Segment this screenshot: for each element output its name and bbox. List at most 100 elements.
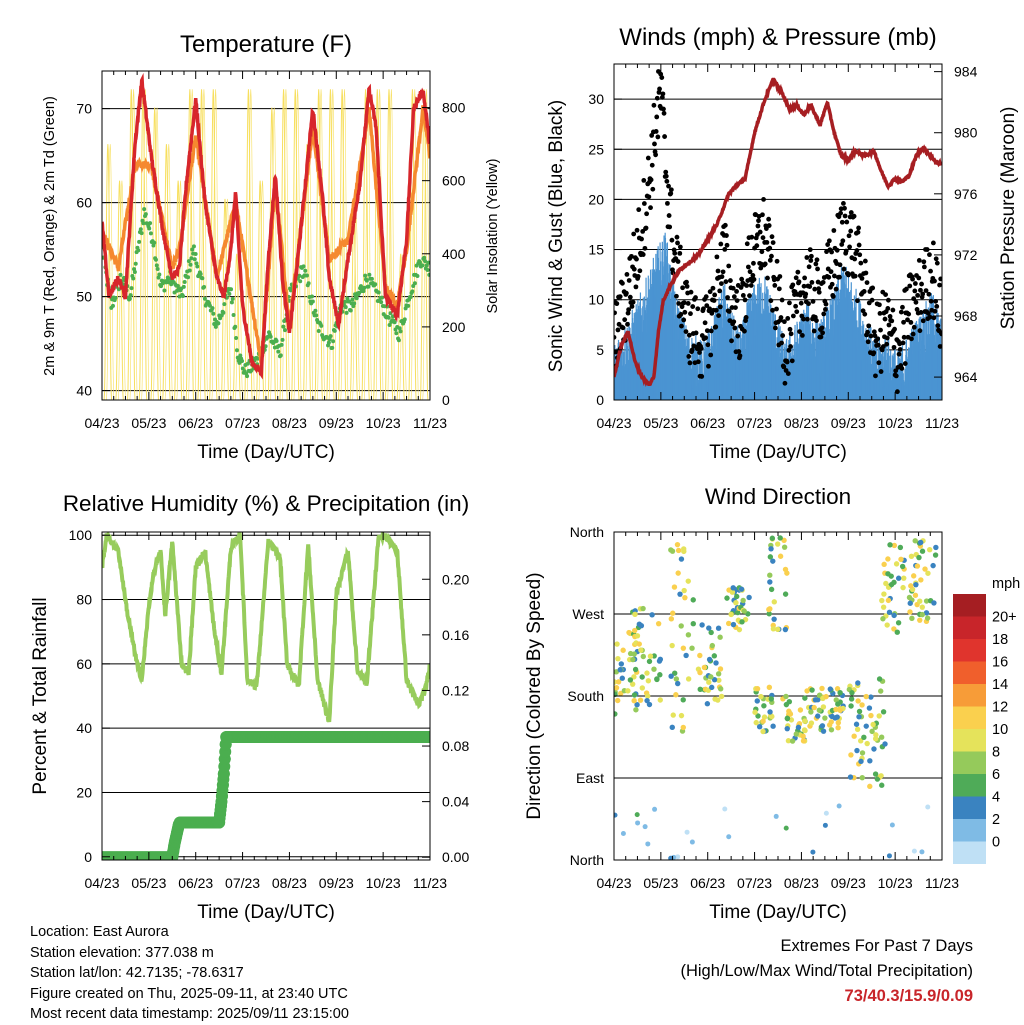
direction-point (884, 622, 890, 628)
gust-point (668, 190, 674, 196)
gust-point (829, 281, 835, 287)
gust-point (932, 278, 937, 284)
dewpoint-point (238, 353, 243, 358)
solar-insolation-line (197, 89, 206, 400)
direction-point (909, 615, 915, 622)
dewpoint-point (332, 328, 337, 333)
direction-point (880, 709, 887, 715)
y-tick-label: 60 (76, 195, 92, 211)
dewpoint-point (306, 281, 311, 286)
direction-point (878, 734, 885, 740)
gust-point (770, 307, 775, 313)
direction-point (752, 709, 758, 715)
gust-point (648, 205, 653, 211)
direction-point (878, 773, 884, 779)
direction-point (717, 634, 723, 640)
direction-point (640, 605, 646, 612)
gust-point (788, 344, 793, 349)
dewpoint-point (276, 349, 281, 354)
x-tick-label: 09/23 (319, 875, 354, 891)
direction-point (801, 727, 808, 733)
dewpoint-point (298, 279, 303, 284)
winds-ylabel-left: Sonic Wind & Gust (Blue, Black) (546, 100, 567, 372)
direction-point (711, 653, 718, 659)
gust-point (937, 282, 942, 288)
dewpoint-point (180, 293, 185, 298)
gust-point (784, 359, 790, 365)
direction-point (638, 647, 644, 653)
y2-tick-label: 800 (442, 100, 466, 116)
dewpoint-point (327, 337, 332, 342)
gust-point (694, 346, 700, 352)
gust-point (617, 294, 623, 300)
direction-point (770, 723, 776, 729)
direction-point (685, 578, 691, 584)
gust-point (615, 327, 621, 333)
gust-point (863, 270, 869, 276)
gust-point (883, 292, 888, 297)
gust-point (726, 263, 732, 269)
gust-point (662, 134, 668, 139)
direction-point (933, 544, 939, 551)
gust-point (675, 240, 680, 246)
direction-point (924, 615, 931, 621)
direction-point (680, 697, 686, 703)
gust-point (872, 333, 878, 339)
gust-point (878, 369, 884, 374)
gust-point (648, 177, 654, 183)
gust-point (704, 303, 710, 308)
direction-point (891, 612, 897, 619)
direction-point (828, 719, 834, 725)
gust-point (743, 315, 749, 320)
direction-point (812, 697, 819, 703)
gust-point (935, 323, 941, 329)
dewpoint-point (314, 313, 319, 318)
gust-point (900, 304, 905, 310)
gust-point (759, 249, 765, 255)
dewpoint-point (187, 268, 192, 273)
colorbar-label: 8 (992, 745, 1000, 761)
direction-point (614, 812, 618, 818)
direction-point (644, 693, 651, 699)
gust-point (687, 360, 693, 366)
gust-point (902, 361, 908, 366)
direction-point (886, 609, 893, 616)
gust-point (760, 212, 765, 218)
gust-point (828, 269, 834, 275)
direction-point (889, 822, 895, 828)
gust-point (901, 334, 907, 340)
direction-point (911, 848, 917, 854)
direction-point (634, 633, 641, 639)
gust-point (932, 308, 938, 314)
direction-point (912, 538, 918, 544)
direction-point (777, 553, 784, 559)
dewpoint-point (280, 337, 285, 342)
gust-point (893, 368, 899, 374)
gust-point (697, 350, 702, 355)
y2-tick-label: 980 (954, 125, 978, 141)
gust-point (731, 294, 737, 300)
gust-point (707, 289, 713, 295)
gust-point (657, 86, 662, 92)
direction-point (886, 853, 892, 859)
direction-point (827, 686, 834, 692)
direction-point (630, 656, 636, 663)
gust-point (930, 240, 936, 246)
direction-point (927, 546, 933, 553)
gust-point (639, 236, 644, 242)
dewpoint-point (408, 295, 413, 300)
gust-point (837, 274, 842, 280)
solar-insolation-line (127, 89, 136, 400)
gust-point (789, 358, 795, 364)
direction-point (835, 719, 842, 726)
dewpoint-point (386, 315, 391, 320)
gust-point (681, 317, 687, 323)
direction-point (894, 629, 900, 635)
gust-point (787, 326, 793, 332)
gust-point (740, 293, 746, 298)
direction-point (685, 632, 692, 638)
temperature-title: Temperature (F) (180, 31, 352, 58)
direction-point (760, 728, 766, 735)
direction-point (900, 584, 906, 591)
gust-point (856, 225, 861, 231)
